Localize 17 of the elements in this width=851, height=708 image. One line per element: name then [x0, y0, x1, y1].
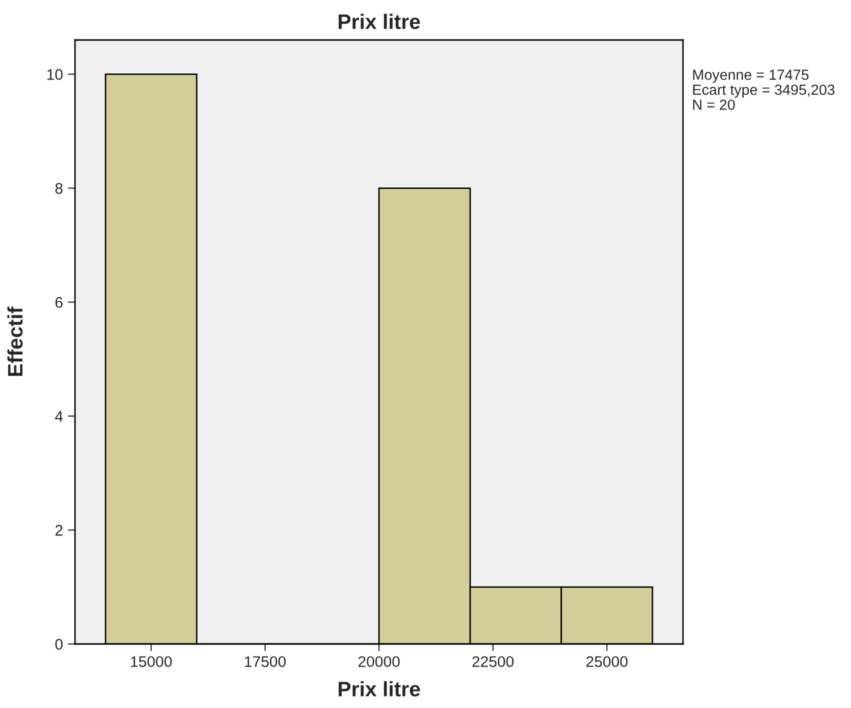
y-tick-label: 2 — [55, 524, 62, 536]
text: N = 20 — [693, 100, 735, 110]
y-tick-label: 0 — [55, 638, 63, 650]
x-tick-label: 25000 — [586, 656, 628, 668]
x-tick-label: 22500 — [472, 656, 514, 668]
y-tick-label: 6 — [55, 296, 63, 308]
x-tick-label: 20000 — [358, 656, 400, 668]
text: Ecart type = 3495,203 — [693, 84, 834, 98]
y-tick-label: 4 — [55, 411, 63, 422]
x-tick-label: 17500 — [244, 656, 286, 668]
text: Moyenne = 17475 — [693, 70, 809, 83]
y-tick-label: 8 — [55, 183, 63, 194]
y-axis-title: Effectif — [7, 306, 23, 376]
chart-title: Prix litre — [338, 14, 420, 30]
x-axis-title: Prix litre — [338, 681, 420, 696]
y-tick-label: 10 — [47, 69, 63, 80]
x-tick-label: 15000 — [131, 656, 172, 668]
